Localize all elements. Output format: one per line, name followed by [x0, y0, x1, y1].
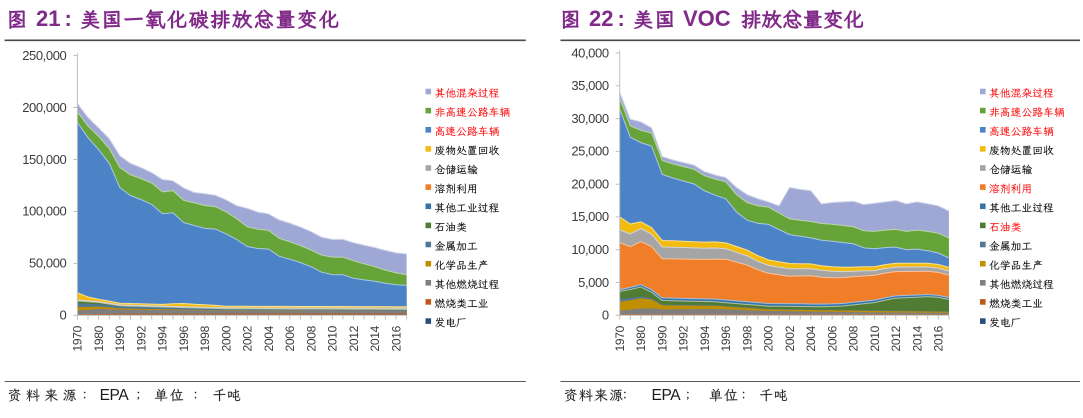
- svg-text:25,000: 25,000: [571, 144, 609, 159]
- svg-text:2016: 2016: [932, 325, 946, 351]
- svg-text:50,000: 50,000: [29, 256, 67, 271]
- svg-text:2000: 2000: [219, 325, 233, 351]
- svg-text:35,000: 35,000: [571, 78, 609, 93]
- svg-text:100,000: 100,000: [22, 204, 66, 219]
- svg-text:2002: 2002: [241, 325, 255, 351]
- svg-text:21: 21: [36, 6, 60, 31]
- svg-text:0: 0: [602, 308, 609, 323]
- svg-text::: :: [618, 6, 625, 31]
- svg-text:1992: 1992: [134, 325, 148, 351]
- svg-text:1994: 1994: [698, 325, 712, 351]
- svg-text:2014: 2014: [910, 325, 924, 351]
- svg-text::: :: [65, 6, 72, 31]
- svg-text:150,000: 150,000: [22, 152, 66, 167]
- svg-text:2010: 2010: [326, 325, 340, 351]
- svg-text:2008: 2008: [304, 325, 318, 351]
- svg-text:15,000: 15,000: [571, 209, 609, 224]
- svg-text:2004: 2004: [262, 325, 276, 351]
- svg-text:2000: 2000: [762, 325, 776, 351]
- svg-text:1994: 1994: [156, 325, 170, 351]
- svg-text:2014: 2014: [368, 325, 382, 351]
- svg-text:2002: 2002: [783, 325, 797, 351]
- svg-text:1998: 1998: [198, 325, 212, 351]
- svg-text:2012: 2012: [347, 325, 361, 351]
- svg-text:2016: 2016: [389, 325, 403, 351]
- svg-text:1996: 1996: [719, 325, 733, 351]
- svg-text:1996: 1996: [177, 325, 191, 351]
- svg-text:30,000: 30,000: [571, 111, 609, 126]
- svg-text:250,000: 250,000: [22, 48, 66, 63]
- svg-text:2010: 2010: [868, 325, 882, 351]
- svg-text:1970: 1970: [613, 325, 627, 351]
- svg-text:1990: 1990: [656, 325, 670, 351]
- svg-text:2006: 2006: [283, 325, 297, 351]
- svg-text:EPA: EPA: [100, 387, 130, 404]
- svg-text:10,000: 10,000: [571, 242, 609, 257]
- svg-text:1998: 1998: [740, 325, 754, 351]
- svg-text:2006: 2006: [825, 325, 839, 351]
- svg-text:1980: 1980: [92, 325, 106, 351]
- svg-text:1970: 1970: [71, 325, 85, 351]
- svg-text:20,000: 20,000: [571, 177, 609, 192]
- svg-text:1980: 1980: [634, 325, 648, 351]
- svg-text:200,000: 200,000: [22, 100, 66, 115]
- svg-text:40,000: 40,000: [571, 45, 609, 60]
- svg-text:2004: 2004: [804, 325, 818, 351]
- svg-text:EPA: EPA: [652, 387, 682, 404]
- svg-text:VOC: VOC: [683, 6, 731, 31]
- svg-text:5,000: 5,000: [578, 275, 609, 290]
- svg-text:2012: 2012: [889, 325, 903, 351]
- svg-text:1990: 1990: [113, 325, 127, 351]
- svg-text:1992: 1992: [677, 325, 691, 351]
- svg-text:22: 22: [589, 6, 613, 31]
- svg-text:2008: 2008: [847, 325, 861, 351]
- svg-text:0: 0: [60, 308, 67, 323]
